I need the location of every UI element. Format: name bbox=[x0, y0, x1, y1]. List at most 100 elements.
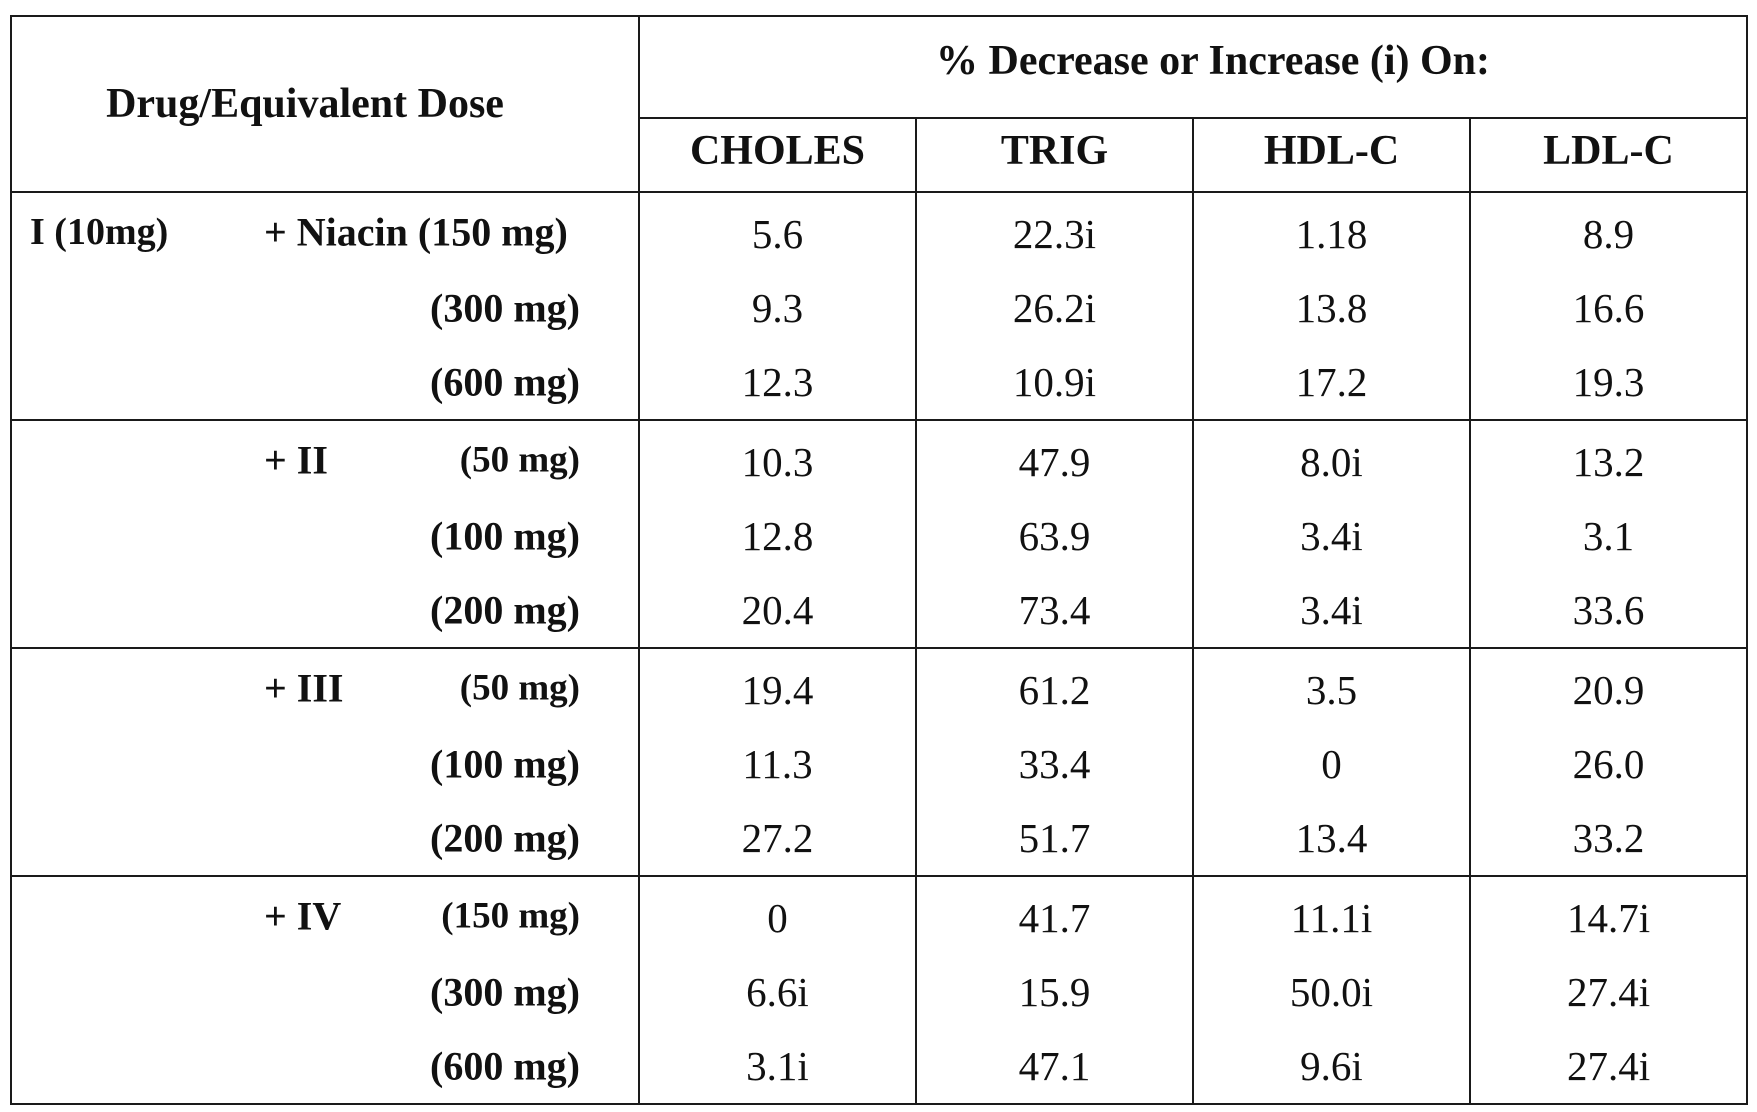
value-cell: 19.4 bbox=[639, 648, 916, 727]
value-label: 22.3i bbox=[1013, 210, 1096, 258]
value-cell: 3.4i bbox=[1193, 573, 1470, 648]
drug-dose-label: (200 mg) bbox=[430, 815, 580, 862]
value-cell: 14.7i bbox=[1470, 876, 1747, 955]
value-label: 61.2 bbox=[1019, 666, 1091, 714]
value-label: 12.8 bbox=[742, 512, 814, 560]
drug-dose-cell: + II (50 mg) bbox=[11, 420, 639, 499]
col-header-choles: CHOLES bbox=[639, 118, 916, 192]
table-row: (300 mg)6.6i15.950.0i27.4i bbox=[11, 955, 1747, 1029]
table-row: (200 mg) 20.4 73.4 3.4i 33.6 bbox=[11, 573, 1747, 648]
value-label: 47.1 bbox=[1019, 1042, 1091, 1090]
value-cell: 9.3 bbox=[639, 271, 916, 345]
value-cell: 0 bbox=[639, 876, 916, 955]
col-header-label: LDL-C bbox=[1543, 128, 1674, 174]
value-label: 16.6 bbox=[1573, 284, 1645, 332]
drug-dose-label: (300 mg) bbox=[430, 285, 580, 332]
value-label: 11.1i bbox=[1291, 894, 1373, 942]
table-row: + II (50 mg) 10.3 47.9 8.0i 13.2 bbox=[11, 420, 1747, 499]
value-cell: 20.4 bbox=[639, 573, 916, 648]
value-label: 27.2 bbox=[742, 814, 814, 862]
value-cell: 15.9 bbox=[916, 955, 1193, 1029]
table-row: (300 mg) 9.326.2i13.8 16.6 bbox=[11, 271, 1747, 345]
drug-dose-label: (100 mg) bbox=[430, 741, 580, 788]
value-cell: 73.4 bbox=[916, 573, 1193, 648]
value-label: 15.9 bbox=[1019, 968, 1091, 1016]
value-cell: 63.9 bbox=[916, 499, 1193, 573]
value-label: 33.2 bbox=[1573, 814, 1645, 862]
value-label: 50.0i bbox=[1290, 968, 1373, 1016]
effect-header: % Decrease or Increase (i) On: bbox=[639, 16, 1747, 118]
col-header-label: HDL-C bbox=[1264, 128, 1399, 174]
value-label: 14.7i bbox=[1567, 894, 1650, 942]
value-label: 20.4 bbox=[742, 586, 814, 634]
value-label: 51.7 bbox=[1019, 814, 1091, 862]
value-label: 5.6 bbox=[752, 210, 803, 258]
value-cell: 13.4 bbox=[1193, 801, 1470, 876]
drug-dose-cell: I (10mg)+ Niacin (150 mg) bbox=[11, 192, 639, 271]
value-label: 33.6 bbox=[1573, 586, 1645, 634]
table-row: (100 mg)12.863.93.4i3.1 bbox=[11, 499, 1747, 573]
value-cell: 0 bbox=[1193, 727, 1470, 801]
table-row: (200 mg) 27.2 51.7 13.4 33.2 bbox=[11, 801, 1747, 876]
table-row: + IV(150 mg)0 41.7 11.1i 14.7i bbox=[11, 876, 1747, 955]
table-row: + III(50 mg)19.461.23.520.9 bbox=[11, 648, 1747, 727]
table-row: (100 mg)11.333.4026.0 bbox=[11, 727, 1747, 801]
value-label: 27.4i bbox=[1567, 1042, 1650, 1090]
drug-dose-label: (200 mg) bbox=[430, 587, 580, 634]
value-cell: 51.7 bbox=[916, 801, 1193, 876]
value-cell: 20.9 bbox=[1470, 648, 1747, 727]
value-cell: 13.2 bbox=[1470, 420, 1747, 499]
lipid-effect-table: Drug/Equivalent Dose % Decrease or Incre… bbox=[10, 15, 1748, 1105]
value-cell: 47.9 bbox=[916, 420, 1193, 499]
table-row: I (10mg)+ Niacin (150 mg)5.622.3i1.188.9 bbox=[11, 192, 1747, 271]
drug-dose-label: (100 mg) bbox=[430, 513, 580, 560]
value-cell: 47.1 bbox=[916, 1029, 1193, 1104]
value-label: 47.9 bbox=[1019, 438, 1091, 486]
drug-dose-label: (300 mg) bbox=[430, 969, 580, 1016]
value-cell: 26.2i bbox=[916, 271, 1193, 345]
drug-dose-label: (600 mg) bbox=[430, 359, 580, 406]
header-row-top: Drug/Equivalent Dose % Decrease or Incre… bbox=[11, 16, 1747, 118]
drug-dose-cell: (200 mg) bbox=[11, 573, 639, 648]
value-cell: 11.1i bbox=[1193, 876, 1470, 955]
value-label: 3.5 bbox=[1306, 666, 1357, 714]
value-cell: 5.6 bbox=[639, 192, 916, 271]
table-row: (600 mg)3.1i47.19.6i27.4i bbox=[11, 1029, 1747, 1104]
value-cell: 6.6i bbox=[639, 955, 916, 1029]
value-cell: 1.18 bbox=[1193, 192, 1470, 271]
value-label: 8.0i bbox=[1300, 438, 1363, 486]
value-cell: 61.2 bbox=[916, 648, 1193, 727]
drug-dose-cell: (600 mg) bbox=[11, 345, 639, 420]
value-label: 19.4 bbox=[742, 666, 814, 714]
value-cell: 8.0i bbox=[1193, 420, 1470, 499]
value-cell: 9.6i bbox=[1193, 1029, 1470, 1104]
value-label: 13.4 bbox=[1296, 814, 1368, 862]
value-cell: 27.4i bbox=[1470, 1029, 1747, 1104]
value-cell: 12.8 bbox=[639, 499, 916, 573]
value-cell: 17.2 bbox=[1193, 345, 1470, 420]
value-label: 19.3 bbox=[1573, 358, 1645, 406]
value-cell: 22.3i bbox=[916, 192, 1193, 271]
table-body: I (10mg)+ Niacin (150 mg)5.622.3i1.188.9… bbox=[11, 192, 1747, 1104]
value-label: 1.18 bbox=[1296, 210, 1368, 258]
value-label: 26.0 bbox=[1573, 740, 1645, 788]
value-label: 63.9 bbox=[1019, 512, 1091, 560]
col-header-label: CHOLES bbox=[690, 128, 865, 174]
col-header-label: TRIG bbox=[1001, 128, 1108, 174]
value-cell: 13.8 bbox=[1193, 271, 1470, 345]
value-cell: 19.3 bbox=[1470, 345, 1747, 420]
drug-dose-cell: (300 mg) bbox=[11, 955, 639, 1029]
value-label: 73.4 bbox=[1019, 586, 1091, 634]
col-header-ldl-c: LDL-C bbox=[1470, 118, 1747, 192]
drug-agent-label: + III bbox=[264, 665, 344, 712]
drug-dose-cell: + IV(150 mg) bbox=[11, 876, 639, 955]
drug-dose-cell: (100 mg) bbox=[11, 499, 639, 573]
value-cell: 10.3 bbox=[639, 420, 916, 499]
drug-agent-label: + IV bbox=[264, 893, 341, 940]
value-cell: 26.0 bbox=[1470, 727, 1747, 801]
value-label: 41.7 bbox=[1019, 894, 1091, 942]
drug-agent-label: + II bbox=[264, 437, 328, 484]
drug-dose-label: (50 mg) bbox=[460, 439, 580, 482]
drug-dose-header-label: Drug/Equivalent Dose bbox=[106, 81, 504, 127]
value-cell: 3.1i bbox=[639, 1029, 916, 1104]
